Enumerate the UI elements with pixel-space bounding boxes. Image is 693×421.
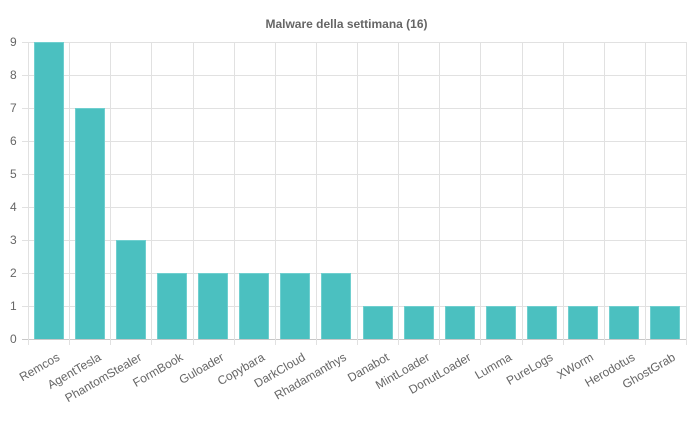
x-tick-label: PureLogs — [503, 350, 556, 388]
gridline-v — [521, 42, 523, 345]
bar-guloader[interactable] — [198, 273, 229, 339]
gridline-v — [357, 42, 358, 345]
gridline-h — [22, 240, 686, 241]
gridline-v — [28, 42, 29, 345]
bar-rhadamanthys[interactable] — [321, 273, 352, 339]
y-tick-label: 1 — [10, 299, 17, 313]
gridline-h — [22, 141, 686, 142]
gridline-v — [110, 42, 112, 345]
bar-ghostgrab[interactable] — [650, 306, 681, 339]
gridline-v — [480, 42, 482, 345]
gridline-h — [22, 306, 686, 307]
y-tick-label: 0 — [10, 332, 17, 346]
gridline-h — [22, 339, 686, 340]
gridline-v — [686, 42, 687, 345]
bar-danabot[interactable] — [362, 306, 393, 339]
bar-herodotus[interactable] — [609, 306, 640, 339]
bar-donutloader[interactable] — [444, 306, 475, 339]
gridline-v — [562, 42, 564, 345]
gridline-h — [22, 75, 686, 76]
bar-darkcloud[interactable] — [280, 273, 311, 339]
bar-remcos[interactable] — [33, 42, 64, 339]
chart-title: Malware della settimana (16) — [265, 17, 428, 31]
x-tick-label: Rhadamanthys — [272, 350, 350, 403]
gridline-h — [22, 273, 686, 274]
bar-mintloader[interactable] — [403, 306, 434, 339]
y-tick-label: 7 — [10, 101, 17, 115]
bar-xworm[interactable] — [568, 306, 599, 339]
gridline-v — [603, 42, 605, 345]
gridline-v — [439, 42, 441, 345]
bar-agenttesla[interactable] — [74, 108, 105, 339]
bar-lumma[interactable] — [485, 306, 516, 339]
gridline-h — [22, 207, 686, 208]
bar-formbook[interactable] — [156, 273, 187, 339]
gridline-h — [22, 108, 686, 109]
gridline-v — [192, 42, 194, 345]
gridline-v — [274, 42, 276, 345]
plot-area — [22, 42, 687, 345]
gridline-v — [644, 42, 646, 345]
gridline-v — [233, 42, 235, 345]
bar-phantomstealer[interactable] — [115, 240, 146, 339]
gridline-v — [69, 42, 71, 345]
y-tick-label: 9 — [10, 35, 17, 49]
gridline-h — [22, 42, 686, 43]
y-tick-label: 6 — [10, 134, 17, 148]
y-tick-label: 4 — [10, 200, 17, 214]
bar-purelogs[interactable] — [527, 306, 558, 339]
y-tick-label: 5 — [10, 167, 17, 181]
gridline-v — [398, 42, 400, 345]
gridline-h — [22, 174, 686, 175]
y-tick-label: 3 — [10, 233, 17, 247]
y-tick-label: 8 — [10, 68, 17, 82]
gridline-v — [315, 42, 317, 345]
y-tick-label: 2 — [10, 266, 17, 280]
gridline-v — [151, 42, 153, 345]
bar-copybara[interactable] — [239, 273, 270, 339]
